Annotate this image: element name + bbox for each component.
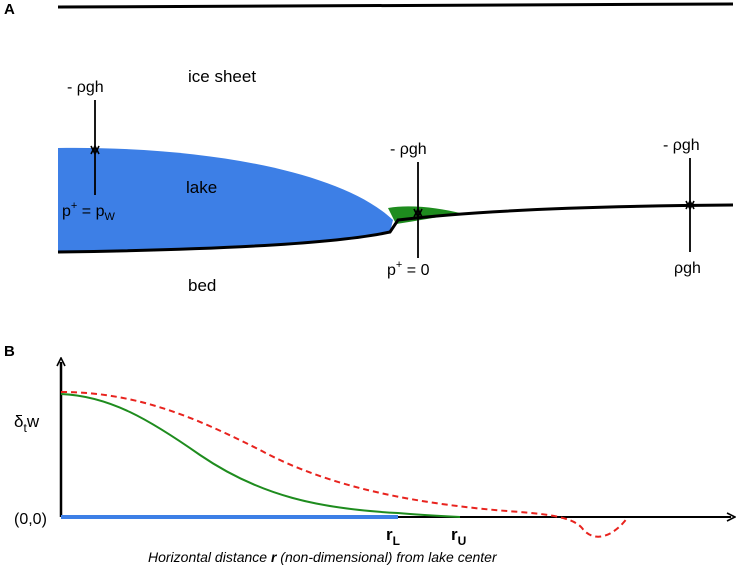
panel-a-label: A xyxy=(4,1,15,18)
r-u-label: rU xyxy=(451,525,466,548)
p-plus-mid-label: p+ = 0 xyxy=(387,259,430,279)
r-l-label: rL xyxy=(386,525,400,548)
origin-label: (0,0) xyxy=(14,511,47,528)
red-dashed-curve xyxy=(60,391,629,538)
ice-surface-line xyxy=(57,2,734,9)
rho-gh-pos-right-label: ρgh xyxy=(674,260,701,277)
rho-gh-neg-mid-label: - ρgh xyxy=(390,141,427,158)
bed-line xyxy=(57,203,734,254)
rho-gh-neg-left-label: - ρgh xyxy=(67,79,104,96)
p-plus-left-label: p+ = pW xyxy=(62,200,115,223)
y-axis-label: δtw xyxy=(14,412,40,435)
ice-sheet-label: ice sheet xyxy=(188,67,256,86)
rho-gh-neg-right-label: - ρgh xyxy=(663,137,700,154)
lake-shape xyxy=(58,147,393,252)
x-axis-caption: Horizontal distance r (non-dimensional) … xyxy=(148,549,498,565)
bed-label: bed xyxy=(188,276,216,295)
panel-b-label: B xyxy=(4,343,15,360)
lake-label: lake xyxy=(186,178,217,197)
green-curve xyxy=(60,393,461,518)
